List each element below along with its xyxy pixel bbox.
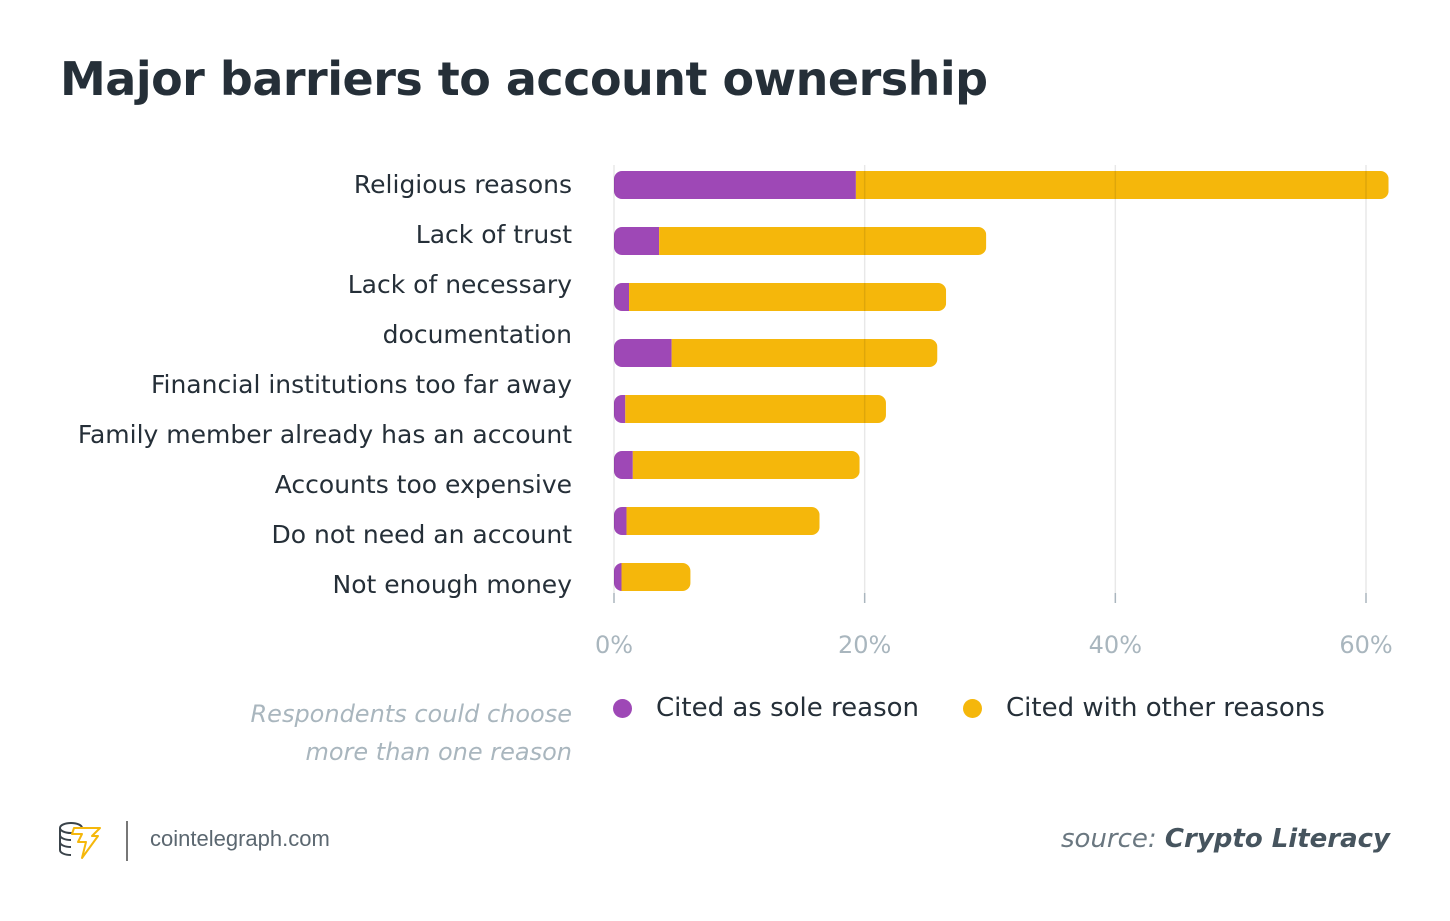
bar-row bbox=[614, 339, 938, 367]
x-tick-label: 40% bbox=[1089, 631, 1142, 659]
bar-segment-sole bbox=[614, 227, 660, 255]
bar-segment-sole bbox=[614, 451, 633, 479]
legend-label: Cited with other reasons bbox=[1006, 693, 1325, 723]
bar-segment-sole bbox=[614, 283, 630, 311]
legend-dot-sole-icon bbox=[613, 698, 632, 718]
category-labels: Religious reasons Lack of trust Lack of … bbox=[78, 160, 572, 610]
category-label: Family member already has an account bbox=[77, 420, 572, 449]
bar-segment-sole bbox=[614, 171, 856, 199]
category-label: documentation bbox=[382, 320, 572, 349]
category-label: Not enough money bbox=[332, 570, 572, 599]
bar-segment-other bbox=[659, 227, 987, 255]
source-prefix: source: bbox=[1060, 824, 1157, 854]
bar-segment-other bbox=[629, 283, 947, 311]
bar-segment-other bbox=[621, 563, 691, 591]
category-label: Accounts too expensive bbox=[274, 470, 572, 499]
bar-segment-other bbox=[632, 451, 860, 479]
category-label: Religious reasons bbox=[353, 170, 572, 199]
x-axis: 0% 20% 40% 60% bbox=[595, 593, 1393, 659]
x-tick-label: 20% bbox=[838, 631, 891, 659]
bar-segment-sole bbox=[614, 339, 672, 367]
bars-group bbox=[614, 171, 1389, 591]
bar-segment-other bbox=[626, 507, 820, 535]
bar-row bbox=[614, 171, 1389, 199]
legend-dot-other-icon bbox=[963, 698, 982, 718]
note-line: more than one reason bbox=[305, 738, 572, 766]
bar-row bbox=[614, 507, 820, 535]
chart-title: Major barriers to account ownership bbox=[60, 52, 988, 106]
gridlines-group bbox=[613, 165, 1367, 593]
category-label: Financial institutions too far away bbox=[150, 370, 572, 399]
bar-segment-sole bbox=[614, 563, 622, 591]
chart-note: Respondents could choose more than one r… bbox=[251, 695, 573, 771]
x-tick-label: 60% bbox=[1339, 631, 1392, 659]
bar-segment-other bbox=[855, 171, 1389, 199]
bar-segment-sole bbox=[614, 507, 627, 535]
bar-row bbox=[614, 227, 987, 255]
bar-row bbox=[614, 563, 691, 591]
bar-segment-other bbox=[671, 339, 938, 367]
note-line: Respondents could choose bbox=[250, 700, 573, 728]
category-label: Lack of necessary bbox=[347, 270, 572, 299]
category-label: Do not need an account bbox=[271, 520, 572, 549]
bar-row bbox=[614, 451, 860, 479]
source-name: Crypto Literacy bbox=[1164, 824, 1390, 854]
legend-item-sole: Cited as sole reason bbox=[613, 693, 919, 723]
category-label: Lack of trust bbox=[415, 220, 572, 249]
bar-row bbox=[614, 395, 886, 423]
source-credit: source: Crypto Literacy bbox=[1061, 824, 1390, 854]
bar-segment-other bbox=[625, 395, 886, 423]
bar-row bbox=[614, 283, 947, 311]
bar-chart: 0% 20% 40% 60% bbox=[595, 165, 1393, 659]
site-link[interactable]: cointelegraph.com bbox=[150, 826, 330, 851]
footer-divider bbox=[126, 821, 128, 861]
cointelegraph-logo-icon bbox=[59, 822, 101, 859]
x-tick-label: 0% bbox=[595, 631, 633, 659]
legend-label: Cited as sole reason bbox=[656, 693, 919, 723]
legend: Cited as sole reason Cited with other re… bbox=[613, 693, 1369, 723]
legend-item-other: Cited with other reasons bbox=[963, 693, 1325, 723]
bar-segment-sole bbox=[614, 395, 626, 423]
